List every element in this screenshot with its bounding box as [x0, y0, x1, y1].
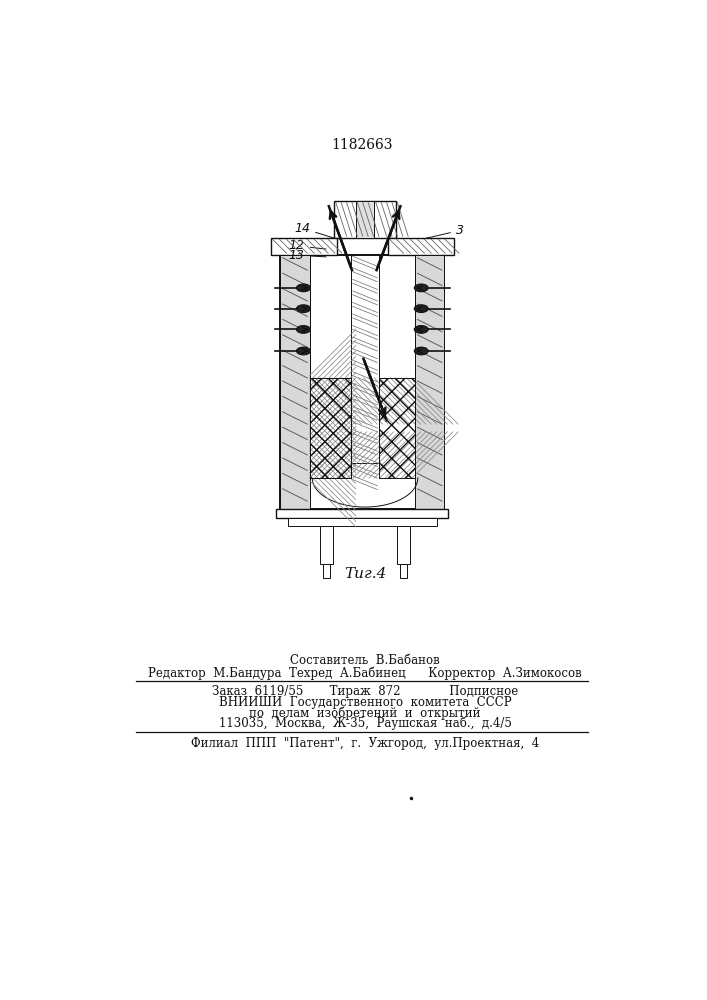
Text: 3: 3 — [424, 224, 464, 239]
Bar — [388, 238, 454, 255]
Bar — [397, 526, 409, 564]
Bar — [415, 255, 444, 509]
Text: Составитель  В.Бабанов: Составитель В.Бабанов — [290, 654, 440, 667]
Bar — [271, 238, 337, 255]
Bar — [288, 518, 437, 526]
Ellipse shape — [414, 305, 428, 312]
Ellipse shape — [414, 326, 428, 333]
Bar — [276, 509, 448, 518]
Text: 13: 13 — [288, 249, 326, 262]
Text: 14: 14 — [294, 222, 335, 239]
Text: 1182663: 1182663 — [331, 138, 392, 152]
Bar — [356, 201, 374, 238]
Ellipse shape — [414, 347, 428, 355]
Bar — [281, 255, 310, 509]
Text: Филиал  ППП  "Патент",  г.  Ужгород,  ул.Проектная,  4: Филиал ППП "Патент", г. Ужгород, ул.Прое… — [191, 737, 539, 750]
Text: Редактор  М.Бандура  Техред  А.Бабинец      Корректор  А.Зимокосов: Редактор М.Бандура Техред А.Бабинец Корр… — [148, 666, 582, 680]
Text: ВНИИШИ  Государственного  комитета  СССР: ВНИИШИ Государственного комитета СССР — [218, 696, 511, 709]
Text: 12: 12 — [288, 239, 326, 252]
Bar — [320, 526, 333, 564]
Text: Τиг.4: Τиг.4 — [344, 567, 386, 581]
Text: по  делам  изобретений  и  открытий: по делам изобретений и открытий — [250, 706, 481, 720]
Bar — [334, 201, 396, 238]
Bar — [351, 255, 379, 463]
Bar — [399, 564, 407, 578]
Bar — [281, 255, 444, 509]
Polygon shape — [310, 378, 351, 478]
Bar — [322, 564, 330, 578]
Ellipse shape — [296, 326, 310, 333]
Ellipse shape — [296, 305, 310, 312]
Ellipse shape — [296, 284, 310, 292]
Ellipse shape — [414, 284, 428, 292]
Ellipse shape — [296, 347, 310, 355]
Text: Заказ  6119/55       Тираж  872             Подписное: Заказ 6119/55 Тираж 872 Подписное — [212, 685, 518, 698]
Text: 113035,  Москва,  Ж-35,  Раушская  наб.,  д.4/5: 113035, Москва, Ж-35, Раушская наб., д.4… — [218, 717, 511, 730]
